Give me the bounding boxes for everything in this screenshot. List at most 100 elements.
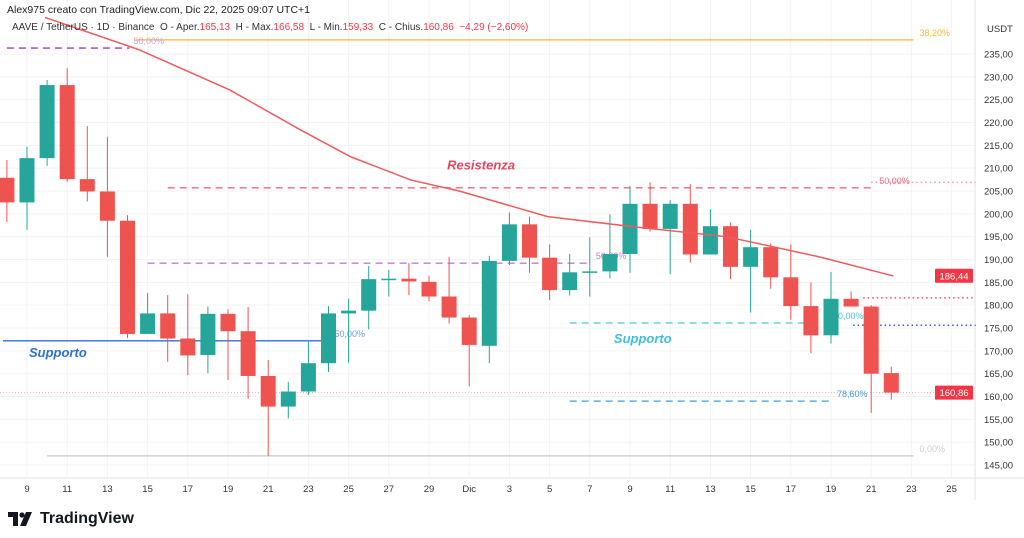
candle [59,68,75,182]
time-tick-label: 11 [665,484,675,495]
candle-body [180,338,196,356]
candle-body [39,85,55,159]
candle-body [542,257,558,291]
candle-body [823,298,839,336]
fib-level-label: 50,00% [134,36,165,46]
time-tick-label: 21 [866,484,877,495]
candle-body [401,278,417,282]
tradingview-logo-icon [8,512,32,526]
candle [702,209,718,255]
candle-body [702,226,718,255]
time-tick-label: 9 [627,484,632,495]
open-label: O - Aper. [160,22,200,33]
candle [883,366,899,400]
candle-body [300,363,316,392]
ma-price-badge-text: 186,44 [939,271,968,282]
candle-body [79,179,95,192]
price-tick-label: 180,00 [984,301,1013,312]
candle [361,265,377,330]
low-label: L - Min. [309,22,343,33]
candle-body [421,281,437,297]
time-tick-label: 17 [786,484,797,495]
price-tick-label: 190,00 [984,255,1013,266]
candle-body [743,247,759,267]
fib-level-label: 38,20% [919,28,950,38]
candle-body [682,203,698,255]
candle [642,182,658,232]
high-label: H - Max. [235,22,274,33]
candle-body [522,224,537,258]
chart-annotation: Supporto [614,331,672,346]
logo-text: TradingView [40,510,134,527]
candle [863,305,879,413]
time-tick-label: 13 [102,484,113,495]
candle [401,263,417,296]
candle-body [99,191,115,221]
candle [743,229,759,313]
price-tick-label: 230,00 [984,72,1013,83]
fib-level-label: 50,00% [833,311,864,321]
candle [79,126,95,202]
candle-body [883,373,899,393]
price-tick-label: 150,00 [984,438,1013,449]
candle-body [783,277,799,307]
price-tick-label: 155,00 [984,415,1013,426]
candle [763,243,779,289]
candle [803,282,819,354]
price-axis-currency: USDT [987,24,1013,35]
chart-annotation: Resistenza [447,158,515,173]
symbol-name[interactable]: AAVE / TetherUS · 1D · Binance [12,22,155,33]
candle [843,291,859,307]
price-tick-label: 185,00 [984,278,1013,289]
time-tick-label: 19 [223,484,234,495]
candle [99,136,115,257]
time-tick-label: 25 [343,484,354,495]
time-tick-label: 7 [587,484,592,495]
candle-body [220,313,236,332]
time-tick-label: 9 [24,484,29,495]
time-tick-label: 25 [946,484,957,495]
candle [562,254,578,296]
time-tick-label: 23 [303,484,314,495]
candle-body [723,226,738,267]
price-tick-label: 195,00 [984,232,1013,243]
fib-level-label: 50,00% [879,176,910,186]
candle [662,200,678,275]
price-tick-label: 170,00 [984,346,1013,357]
price-tick-label: 160,00 [984,392,1013,403]
price-tick-label: 210,00 [984,164,1013,175]
candle [602,214,618,279]
candle-body [240,331,256,376]
candle [441,256,457,324]
candle-body [863,306,879,374]
close-value: 160,86 [423,22,454,33]
candle [421,275,437,302]
candle [200,306,216,374]
time-tick-label: 3 [507,484,512,495]
candle [341,298,357,363]
price-tick-label: 225,00 [984,95,1013,106]
candle [321,306,336,372]
fib-level-label: 50,00% [335,329,366,339]
candle [300,341,316,396]
time-tick-label: 5 [547,484,552,495]
time-tick-label: 19 [826,484,837,495]
low-value: 159,33 [342,22,374,33]
moving-average-line [44,16,894,277]
time-tick-label: 17 [183,484,194,495]
price-tick-label: 175,00 [984,324,1013,335]
tradingview-logo[interactable]: TradingView [8,510,134,528]
time-tick-label: 29 [424,484,435,495]
candle-body [381,278,397,281]
candle [522,216,537,273]
candle [622,185,638,273]
candle-body [501,224,517,261]
candle-body [59,85,75,180]
candle-body [160,313,176,339]
change-value: −4,29 (−2,60%) [459,22,529,33]
ma-price-badge-bg [935,268,973,283]
high-value: 166,58 [273,22,305,33]
candle [19,146,35,230]
candle-body [642,203,658,229]
